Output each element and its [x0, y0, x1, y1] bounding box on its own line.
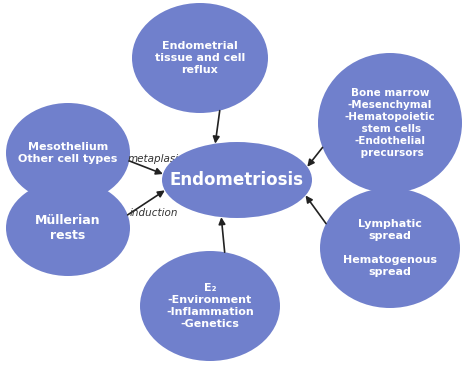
Text: induction: induction — [130, 208, 179, 217]
Text: Endometrial
tissue and cell
reflux: Endometrial tissue and cell reflux — [155, 41, 245, 75]
Ellipse shape — [6, 103, 130, 203]
Text: Mesothelium
Other cell types: Mesothelium Other cell types — [18, 142, 118, 164]
Text: Endometriosis: Endometriosis — [170, 171, 304, 189]
Text: metaplasia: metaplasia — [128, 155, 185, 164]
Ellipse shape — [140, 251, 280, 361]
Ellipse shape — [132, 3, 268, 113]
Text: Bone marrow
-Mesenchymal
-Hematopoietic
 stem cells
-Endothelial
 precursors: Bone marrow -Mesenchymal -Hematopoietic … — [345, 88, 436, 158]
Ellipse shape — [318, 53, 462, 193]
Text: Müllerian
rests: Müllerian rests — [35, 214, 101, 242]
Text: Lymphatic
spread

Hematogenous
spread: Lymphatic spread Hematogenous spread — [343, 219, 437, 277]
Ellipse shape — [162, 142, 312, 218]
Ellipse shape — [320, 188, 460, 308]
Text: E₂
-Environment
-Inflammation
-Genetics: E₂ -Environment -Inflammation -Genetics — [166, 283, 254, 329]
Ellipse shape — [6, 180, 130, 276]
